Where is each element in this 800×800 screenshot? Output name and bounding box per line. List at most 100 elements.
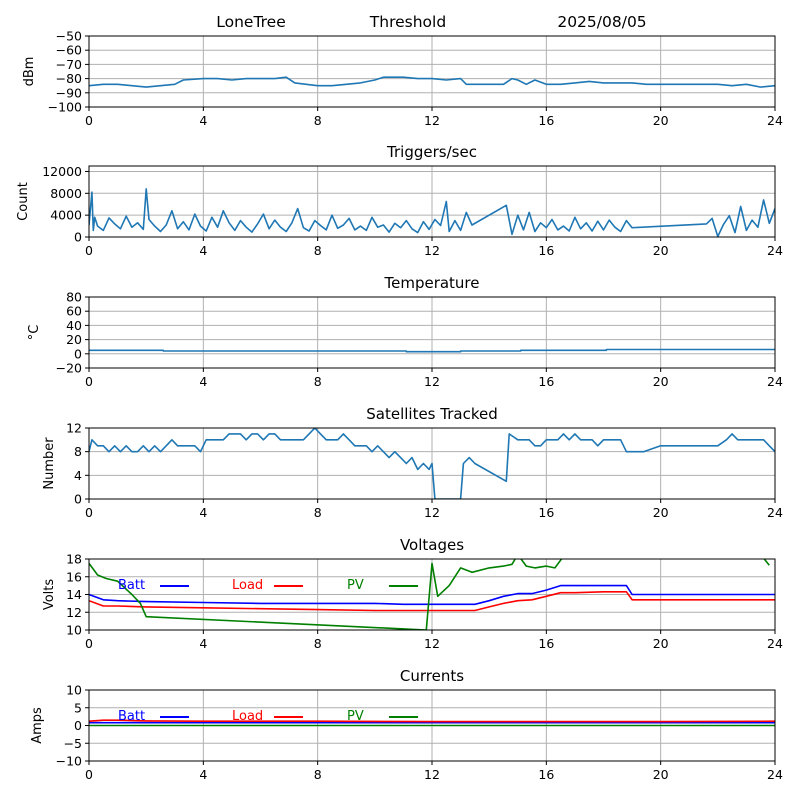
currents-y-tick-label: −10 [56,754,82,769]
temperature-x-tick-label: 12 [424,374,440,389]
header-date: 2025/08/05 [557,13,646,31]
signal-y-tick-label: −80 [56,71,82,86]
currents-x-tick-label: 4 [199,767,207,782]
triggers-x-tick-label: 12 [424,243,440,258]
signal-x-tick-label: 0 [85,113,93,128]
temperature-y-tick-label: 40 [66,318,82,333]
voltages-legend-label-load: Load [232,578,263,593]
signal-y-tick-label: −60 [56,43,82,58]
currents-y-axis-label: Amps [30,707,45,744]
temperature-x-tick-label: 24 [767,374,783,389]
voltages-series-line-pv [89,559,770,630]
temperature-x-tick-label: 16 [538,374,554,389]
currents-panel: 0 4 8 12 16 20 24 −10 −5 0 5 10 Currents Amps Batt Load… [30,667,783,782]
signal-y-axis-label: dBm [22,57,37,87]
triggers-x-tick-label: 8 [314,243,322,258]
currents-series-line-load [89,719,775,723]
voltages-x-tick-label: 0 [85,636,93,651]
satellites-y-tick-label: 0 [74,492,82,507]
signal-series-line [89,76,775,88]
signal-y-tick-label: −50 [56,29,82,44]
currents-y-tick-label: 5 [74,700,82,715]
temperature-x-tick-label: 0 [85,374,93,389]
signal-y-tick-label: −70 [56,57,82,72]
satellites-x-tick-label: 4 [199,505,207,520]
voltages-panel: 0 4 8 12 16 20 24 10 12 14 16 18 Voltages Volts Batt Lo… [42,536,783,651]
currents-x-tick-label: 12 [424,767,440,782]
triggers-y-tick-label: 8000 [50,186,82,201]
temperature-x-tick-label: 8 [314,374,322,389]
satellites-y-tick-label: 12 [66,421,82,436]
temperature-y-tick-label: 60 [66,304,82,319]
voltages-x-tick-label: 16 [538,636,554,651]
satellites-series-line [89,428,775,499]
triggers-x-tick-label: 0 [85,243,93,258]
voltages-y-tick-label: 12 [66,605,82,620]
satellites-x-tick-label: 20 [653,505,669,520]
temperature-series-line [89,348,775,353]
voltages-title: Voltages [400,536,464,554]
signal-x-tick-label: 20 [653,113,669,128]
voltages-y-tick-label: 18 [66,552,82,567]
currents-y-tick-label: 0 [74,718,82,733]
triggers-x-tick-label: 24 [767,243,783,258]
satellites-x-tick-label: 8 [314,505,322,520]
temperature-x-tick-label: 20 [653,374,669,389]
currents-x-tick-label: 8 [314,767,322,782]
signal-x-tick-label: 24 [767,113,783,128]
voltages-legend-label-pv: PV [347,578,364,593]
voltages-x-tick-label: 12 [424,636,440,651]
triggers-series-line [89,188,775,237]
voltages-legend-label-batt: Batt [118,578,145,593]
currents-title: Currents [400,667,464,685]
header-mode: Threshold [369,13,446,31]
satellites-x-tick-label: 0 [85,505,93,520]
currents-y-tick-label: −5 [64,736,82,751]
temperature-x-tick-label: 4 [199,374,207,389]
satellites-title: Satellites Tracked [366,405,497,423]
triggers-y-tick-label: 0 [74,230,82,245]
satellites-panel: 0 4 8 12 16 20 24 0 4 8 12 Satellites Tracked Number [42,405,783,520]
voltages-y-tick-label: 16 [66,569,82,584]
satellites-y-tick-label: 8 [74,444,82,459]
temperature-title: Temperature [383,274,479,292]
satellites-x-tick-label: 16 [538,505,554,520]
signal-panel: 0 4 8 12 16 20 24 −100−90−80−70−60−50 dBm [22,29,783,129]
temperature-y-tick-label: 20 [66,332,82,347]
triggers-x-tick-label: 16 [538,243,554,258]
currents-legend-label-batt: Batt [118,709,145,724]
satellites-x-tick-label: 12 [424,505,440,520]
currents-x-tick-label: 20 [653,767,669,782]
signal-x-tick-label: 8 [314,113,322,128]
voltages-x-tick-label: 8 [314,636,322,651]
satellites-y-axis-label: Number [42,437,57,490]
temperature-y-tick-label: −20 [56,361,82,376]
triggers-panel: 0 4 8 12 16 20 24 0 4000 8000 12000 Triggers/sec Cou… [16,143,783,258]
temperature-y-tick-label: 80 [66,290,82,305]
voltages-x-tick-label: 4 [199,636,207,651]
voltages-x-tick-label: 20 [653,636,669,651]
currents-legend-label-load: Load [232,709,263,724]
voltages-y-axis-label: Volts [42,579,57,611]
voltages-x-tick-label: 24 [767,636,783,651]
voltages-series-line-batt [89,584,775,606]
triggers-y-axis-label: Count [16,182,31,221]
satellites-y-tick-label: 4 [74,468,82,483]
signal-x-tick-label: 4 [199,113,207,128]
triggers-y-tick-label: 12000 [42,164,82,179]
voltages-y-tick-label: 14 [66,587,82,602]
signal-x-tick-label: 12 [424,113,440,128]
voltages-series-line-load [89,590,775,612]
header-site: LoneTree [216,13,286,31]
triggers-x-tick-label: 20 [653,243,669,258]
currents-x-tick-label: 16 [538,767,554,782]
signal-y-tick-label: −100 [48,100,82,115]
triggers-x-tick-label: 4 [199,243,207,258]
voltages-y-tick-label: 10 [66,623,82,638]
currents-legend-label-pv: PV [347,709,364,724]
temperature-y-tick-label: 0 [74,346,82,361]
